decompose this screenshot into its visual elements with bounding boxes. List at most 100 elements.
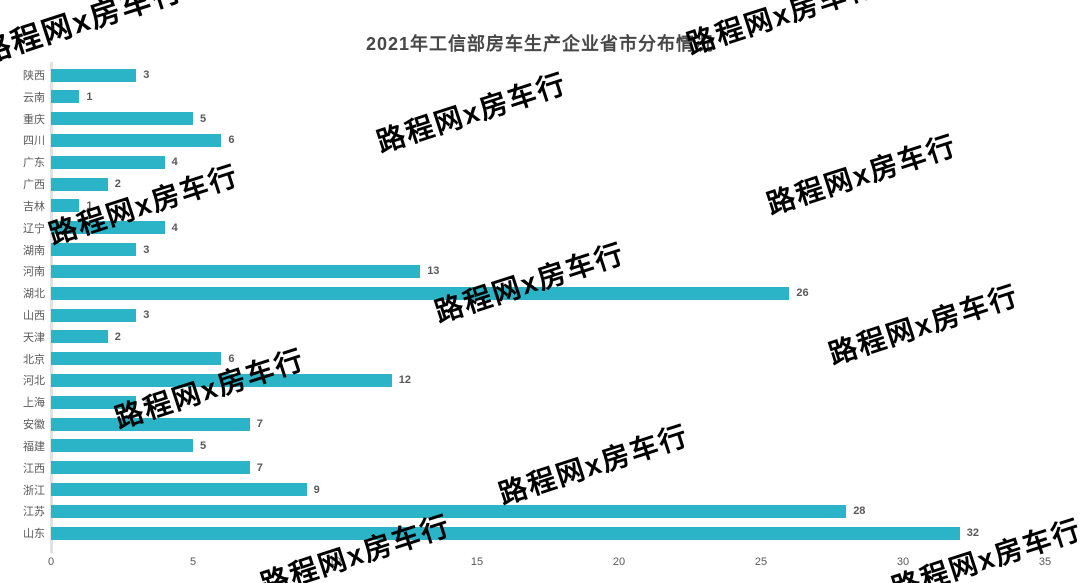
x-tick-label: 15 [470, 556, 484, 568]
bar-row: 河南 13 [0, 260, 1080, 282]
bar [51, 308, 137, 322]
bar-row: 湖北 26 [0, 282, 1080, 304]
category-label: 广东 [23, 157, 45, 170]
category-label: 陕西 [23, 70, 45, 82]
bar [51, 177, 108, 191]
category-label: 天津 [23, 331, 45, 344]
value-label: 28 [853, 505, 866, 518]
value-label: 3 [143, 396, 150, 409]
x-axis: 0 5 10 15 20 25 30 35 [0, 556, 1080, 572]
value-label: 5 [200, 112, 207, 125]
chart-title: 2021年工信部房车生产企业省市分布情况 [365, 34, 715, 54]
x-tick-label: 30 [896, 556, 910, 568]
value-label: 7 [256, 461, 263, 474]
value-label: 13 [427, 265, 440, 278]
x-tick-label: 10 [328, 556, 342, 568]
x-tick-label: 5 [189, 556, 197, 568]
category-label: 山东 [23, 528, 45, 541]
bar-row: 北京 6 [0, 348, 1080, 370]
bar-row: 安徽 7 [0, 413, 1080, 435]
value-label: 7 [256, 418, 263, 431]
category-label: 山西 [23, 310, 45, 323]
x-tick-label: 25 [754, 556, 768, 568]
bar-row: 陕西 3 [0, 64, 1080, 86]
bar-row: 辽宁 4 [0, 217, 1080, 239]
bar [51, 461, 250, 475]
bar [51, 483, 307, 497]
bar [51, 243, 137, 257]
bar [51, 504, 847, 518]
bar-row: 上海 3 [0, 391, 1080, 413]
value-label: 6 [228, 134, 235, 147]
bar [51, 112, 193, 126]
category-label: 湖南 [23, 244, 45, 257]
value-label: 3 [143, 309, 150, 322]
bar-row: 天津 2 [0, 326, 1080, 348]
x-tick-label: 0 [47, 556, 55, 568]
value-label: 4 [171, 156, 178, 169]
category-label: 北京 [23, 353, 45, 366]
bar-row: 江西 7 [0, 457, 1080, 479]
value-label: 4 [171, 221, 178, 234]
bar [51, 264, 421, 278]
bar [51, 352, 222, 366]
bar-row: 福建 5 [0, 435, 1080, 457]
bar [51, 221, 165, 235]
bar [51, 395, 137, 409]
category-label: 湖北 [23, 288, 45, 301]
category-label: 河南 [23, 266, 45, 279]
category-label: 广西 [23, 179, 45, 192]
bar-row: 广西 2 [0, 173, 1080, 195]
bar [51, 286, 790, 300]
value-label: 5 [200, 439, 207, 452]
bar-row: 云南 1 [0, 86, 1080, 108]
bar-row: 吉林 1 [0, 195, 1080, 217]
bar [51, 417, 250, 431]
bar-row: 山西 3 [0, 304, 1080, 326]
bar [51, 373, 392, 387]
value-label: 32 [966, 527, 980, 540]
category-label: 福建 [23, 440, 45, 453]
bar [51, 133, 222, 147]
bar-row: 重庆 5 [0, 108, 1080, 130]
bar-row: 江苏 28 [0, 500, 1080, 522]
bar [51, 439, 193, 453]
category-label: 江西 [23, 462, 45, 475]
category-label: 安徽 [23, 419, 45, 432]
bar [51, 68, 137, 82]
category-label: 浙江 [23, 484, 45, 497]
category-label: 四川 [23, 135, 45, 148]
category-label: 辽宁 [23, 222, 45, 235]
category-label: 吉林 [23, 200, 45, 213]
category-label: 上海 [23, 397, 45, 410]
bar [51, 199, 80, 213]
value-label: 3 [143, 243, 150, 256]
value-label: 12 [398, 374, 412, 387]
value-label: 3 [143, 69, 150, 81]
category-label: 重庆 [23, 113, 45, 126]
x-tick-label: 35 [1038, 556, 1052, 568]
bar-row: 河北 12 [0, 369, 1080, 391]
x-tick-label: 20 [612, 556, 626, 568]
value-label: 1 [86, 90, 93, 103]
bar-row: 湖南 3 [0, 239, 1080, 261]
y-axis-line [50, 62, 53, 553]
category-label: 云南 [23, 91, 45, 104]
bar-row: 广东 4 [0, 151, 1080, 173]
value-label: 6 [228, 352, 235, 365]
bar-row: 四川 6 [0, 129, 1080, 151]
bar [51, 526, 960, 540]
value-label: 9 [313, 483, 320, 496]
bar [51, 155, 165, 169]
value-label: 1 [86, 199, 93, 212]
bar [51, 330, 108, 344]
category-label: 江苏 [23, 506, 45, 519]
bar-row: 山东 32 [0, 522, 1080, 544]
bar-row: 浙江 9 [0, 479, 1080, 501]
value-label: 2 [114, 178, 121, 191]
bar [51, 90, 80, 104]
value-label: 26 [796, 287, 809, 300]
category-label: 河北 [23, 375, 45, 388]
